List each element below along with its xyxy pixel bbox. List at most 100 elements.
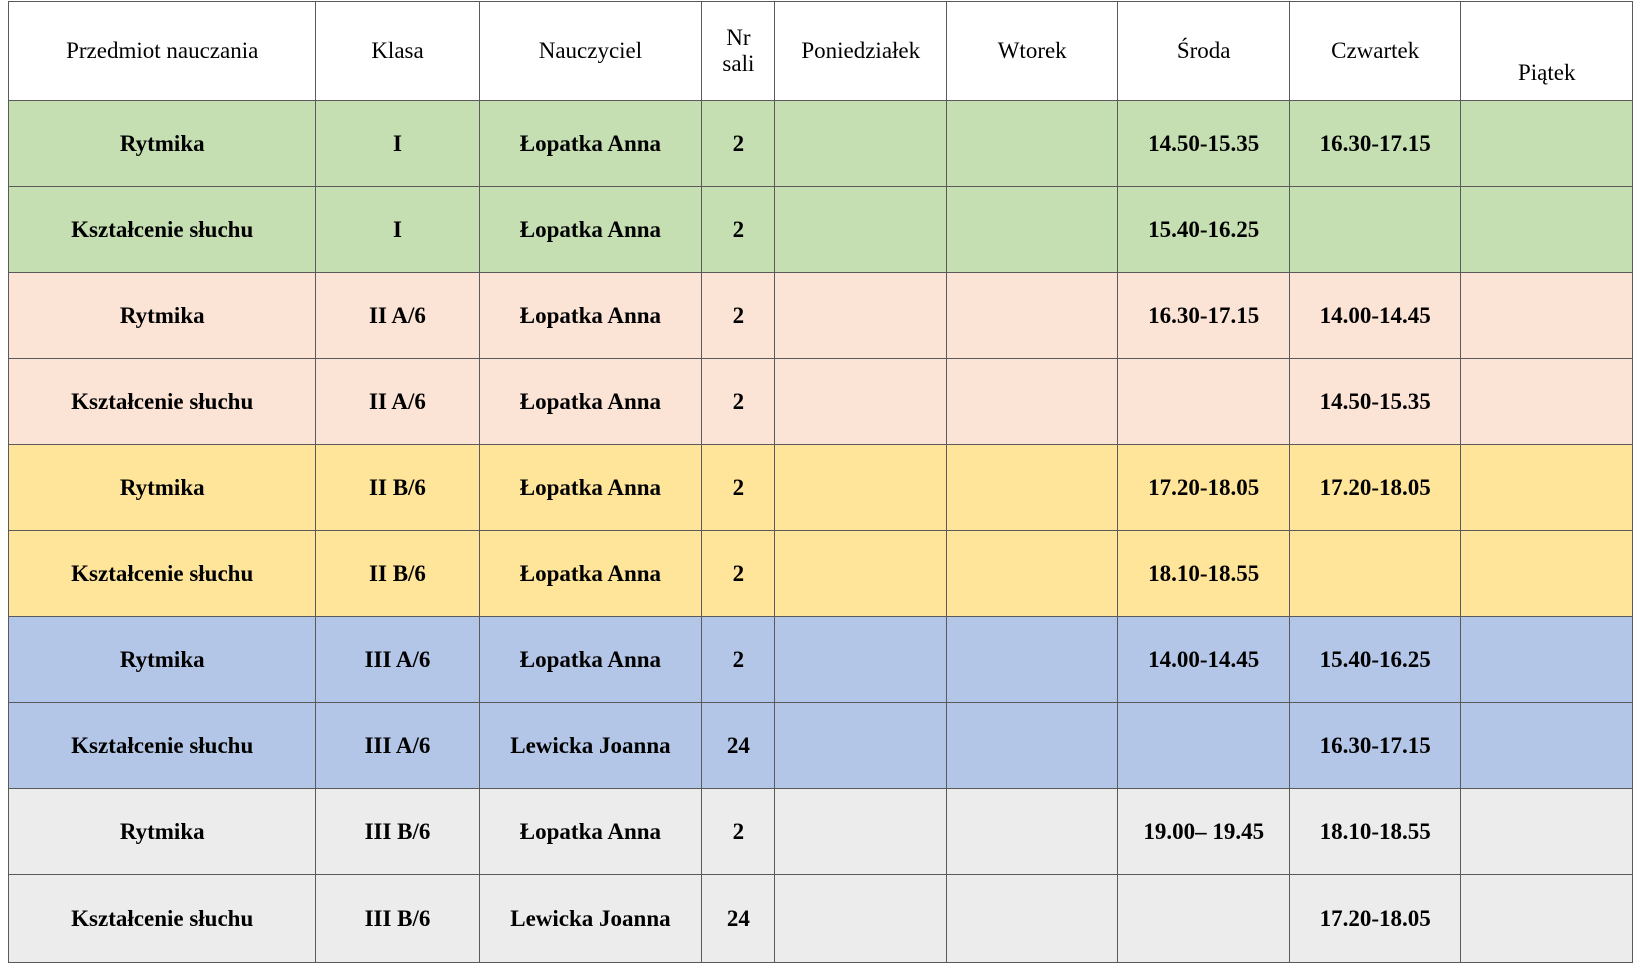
cell-tuesday: [945, 358, 1119, 445]
cell-monday: [774, 702, 947, 789]
cell-class: I: [315, 100, 480, 187]
cell-subject: Kształcenie słuchu: [7, 358, 317, 445]
cell-room: 24: [701, 702, 776, 789]
cell-wednesday: 16.30-17.15: [1117, 272, 1290, 359]
cell-wednesday: [1117, 358, 1290, 445]
cell-monday: [774, 272, 947, 359]
table-row: Rytmika II B/6 Łopatka Anna 2 17.20-18.05 17.…: [7, 444, 1633, 531]
header-room-line: Nr: [726, 25, 751, 50]
table-row: Rytmika II A/6 Łopatka Anna 2 16.30-17.15 14.…: [7, 272, 1633, 359]
cell-tuesday: [945, 874, 1119, 963]
header-subject: Przedmiot nauczania: [7, 1, 317, 101]
cell-subject: Rytmika: [7, 272, 317, 359]
cell-monday: [774, 358, 947, 445]
cell-teacher: Lewicka Joanna: [478, 874, 703, 963]
cell-tuesday: [945, 186, 1119, 273]
cell-wednesday: 14.50-15.35: [1117, 100, 1290, 187]
cell-tuesday: [945, 788, 1119, 875]
cell-friday: [1460, 444, 1633, 531]
cell-tuesday: [945, 444, 1119, 531]
header-wednesday: Środa: [1117, 1, 1290, 101]
header-class: Klasa: [315, 1, 480, 101]
cell-friday: [1460, 616, 1633, 703]
cell-subject: Kształcenie słuchu: [7, 186, 317, 273]
table-row: Rytmika III B/6 Łopatka Anna 2 19.00– 19.45 1…: [7, 788, 1633, 875]
header-monday: Poniedziałek: [774, 1, 947, 101]
cell-thursday: 18.10-18.55: [1288, 788, 1462, 875]
cell-teacher: Łopatka Anna: [478, 530, 703, 617]
table-row: Rytmika I Łopatka Anna 2 14.50-15.35 16.30-17…: [7, 100, 1633, 187]
table-row: Kształcenie słuchu II B/6 Łopatka Anna 2 18.…: [7, 530, 1633, 617]
cell-wednesday: 19.00– 19.45: [1117, 788, 1290, 875]
cell-class: II B/6: [315, 444, 480, 531]
cell-friday: [1460, 272, 1633, 359]
cell-thursday: 16.30-17.15: [1288, 702, 1462, 789]
cell-subject: Rytmika: [7, 788, 317, 875]
cell-room: 2: [701, 444, 776, 531]
cell-wednesday: 17.20-18.05: [1117, 444, 1290, 531]
schedule-body: Rytmika I Łopatka Anna 2 14.50-15.35 16.30-17…: [7, 100, 1633, 963]
schedule-table: Przedmiot nauczania Klasa Nauczyciel Nr s…: [7, 1, 1633, 963]
cell-class: I: [315, 186, 480, 273]
cell-class: II A/6: [315, 358, 480, 445]
cell-subject: Rytmika: [7, 100, 317, 187]
header-room-line: sali: [722, 51, 755, 76]
table-row: Rytmika III A/6 Łopatka Anna 2 14.00-14.45 15…: [7, 616, 1633, 703]
cell-class: III B/6: [315, 874, 480, 963]
cell-class: II A/6: [315, 272, 480, 359]
cell-monday: [774, 616, 947, 703]
cell-teacher: Łopatka Anna: [478, 186, 703, 273]
cell-subject: Rytmika: [7, 444, 317, 531]
cell-tuesday: [945, 530, 1119, 617]
cell-teacher: Lewicka Joanna: [478, 702, 703, 789]
cell-subject: Kształcenie słuchu: [7, 702, 317, 789]
cell-tuesday: [945, 616, 1119, 703]
cell-wednesday: 14.00-14.45: [1117, 616, 1290, 703]
cell-room: 2: [701, 186, 776, 273]
cell-room: 2: [701, 530, 776, 617]
cell-monday: [774, 186, 947, 273]
cell-thursday: 17.20-18.05: [1288, 874, 1462, 963]
table-row: Kształcenie słuchu I Łopatka Anna 2 15.40-16…: [7, 186, 1633, 273]
cell-thursday: [1288, 186, 1462, 273]
header-row: Przedmiot nauczania Klasa Nauczyciel Nr s…: [7, 1, 1633, 101]
cell-thursday: 16.30-17.15: [1288, 100, 1462, 187]
cell-thursday: 14.50-15.35: [1288, 358, 1462, 445]
cell-tuesday: [945, 272, 1119, 359]
cell-teacher: Łopatka Anna: [478, 616, 703, 703]
cell-thursday: [1288, 530, 1462, 617]
header-friday: Piątek: [1460, 1, 1633, 101]
cell-teacher: Łopatka Anna: [478, 272, 703, 359]
cell-friday: [1460, 186, 1633, 273]
table-row: Kształcenie słuchu III B/6 Lewicka Joanna 2…: [7, 874, 1633, 963]
cell-thursday: 14.00-14.45: [1288, 272, 1462, 359]
cell-teacher: Łopatka Anna: [478, 100, 703, 187]
cell-subject: Rytmika: [7, 616, 317, 703]
cell-tuesday: [945, 100, 1119, 187]
cell-room: 2: [701, 272, 776, 359]
cell-monday: [774, 874, 947, 963]
cell-monday: [774, 530, 947, 617]
cell-class: III A/6: [315, 702, 480, 789]
header-tuesday: Wtorek: [945, 1, 1119, 101]
table-row: Kształcenie słuchu II A/6 Łopatka Anna 2 14.…: [7, 358, 1633, 445]
cell-room: 2: [701, 616, 776, 703]
cell-wednesday: [1117, 702, 1290, 789]
cell-teacher: Łopatka Anna: [478, 358, 703, 445]
header-teacher: Nauczyciel: [478, 1, 703, 101]
table-row: Kształcenie słuchu III A/6 Lewicka Joanna 2…: [7, 702, 1633, 789]
cell-thursday: 15.40-16.25: [1288, 616, 1462, 703]
cell-subject: Kształcenie słuchu: [7, 874, 317, 963]
cell-friday: [1460, 702, 1633, 789]
cell-class: III B/6: [315, 788, 480, 875]
cell-monday: [774, 788, 947, 875]
cell-room: 24: [701, 874, 776, 963]
cell-tuesday: [945, 702, 1119, 789]
cell-monday: [774, 100, 947, 187]
cell-friday: [1460, 530, 1633, 617]
cell-friday: [1460, 874, 1633, 963]
header-thursday: Czwartek: [1288, 1, 1462, 101]
cell-room: 2: [701, 100, 776, 187]
cell-wednesday: 18.10-18.55: [1117, 530, 1290, 617]
cell-class: II B/6: [315, 530, 480, 617]
